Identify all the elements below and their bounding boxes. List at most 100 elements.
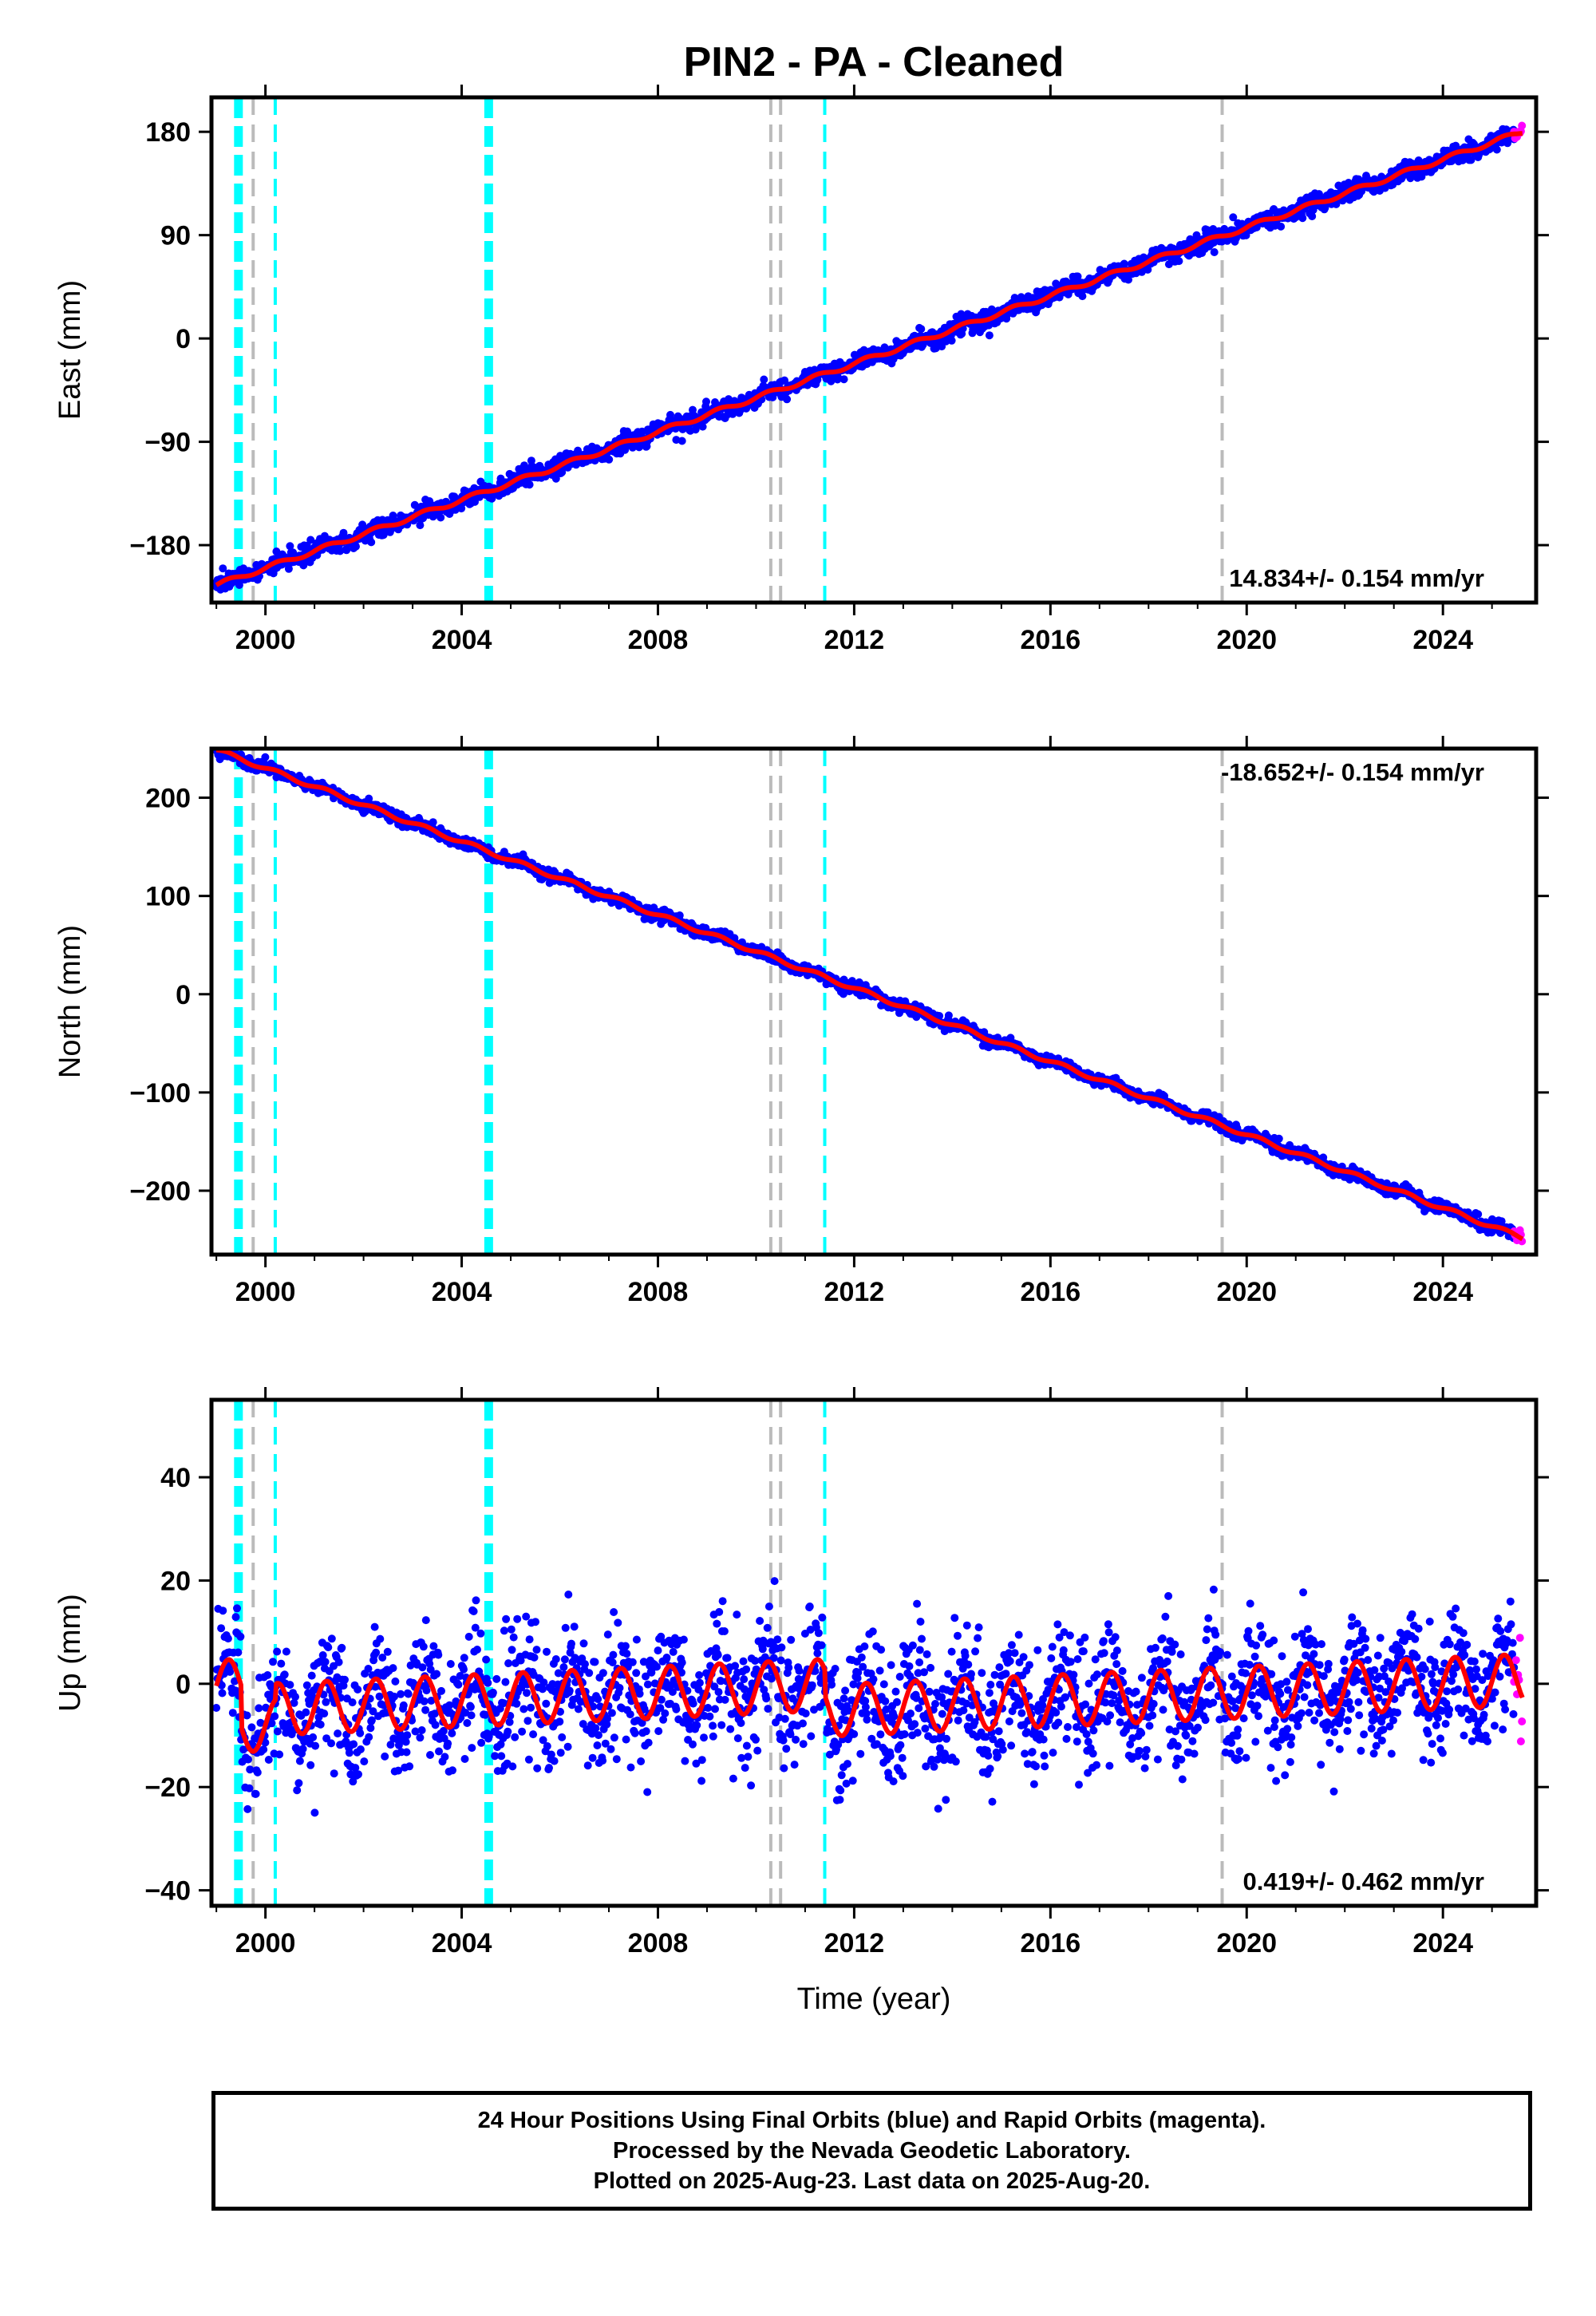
x-tick-label: 2012 [824,625,885,655]
data-point [342,546,351,555]
data-point [1492,145,1501,154]
x-tick-label: 2024 [1412,1277,1473,1307]
y-axis-label: North (mm) [53,925,87,1078]
data-point [334,1658,343,1666]
panels: 2000 2004 2008 2012 2016 2020 2024−180−9009018… [53,85,1549,1958]
data-point [324,1643,333,1652]
data-point [1144,265,1152,274]
data-point [354,1686,362,1694]
data-point [354,1770,362,1779]
data-point [264,1756,273,1764]
event-lines [234,97,1224,603]
data-point [269,1658,277,1666]
data-point [275,1750,284,1759]
data-point [418,1663,427,1672]
data-point [321,1658,330,1666]
data-point [245,1784,254,1792]
data-point [434,1650,443,1659]
data-point [437,1686,445,1695]
data-point [263,1671,272,1679]
data-point [286,542,294,551]
data-point [348,1698,357,1707]
data-point [448,1766,456,1775]
data-point [219,1607,227,1615]
data-point [426,1751,434,1759]
data-point [935,1012,944,1020]
data-point [1277,222,1286,231]
data-point [251,1789,260,1798]
data-point [309,1733,318,1741]
panel-1: 2000 2004 2008 2012 2016 2020 2024−180−9009018… [53,85,1549,655]
data-point [356,1729,365,1737]
data-point [234,1648,243,1657]
data-point [286,1681,294,1690]
data-point [783,395,792,404]
data-point [431,1721,440,1729]
data-point [302,1708,310,1717]
data-point [345,1749,354,1757]
y-tick-label: 0 [176,324,191,354]
data-point [376,1634,385,1643]
data-point [488,494,496,503]
data-point [429,818,437,827]
data-point [419,1642,428,1651]
x-tick-label: 2000 [235,1277,296,1307]
data-point [322,1697,330,1706]
data-point [327,1739,335,1748]
rate-label: -18.652+/- 0.154 mm/yr [1221,758,1484,786]
data-point [698,422,707,431]
data-point [295,1757,304,1765]
data-point [306,1761,315,1769]
data-point [259,1745,268,1754]
data-point [271,1712,279,1721]
data-point [311,1741,320,1750]
data-point [261,753,270,761]
data-point [282,1647,290,1656]
data-point [605,455,614,464]
data-point [525,480,534,489]
plot-frame [209,95,1539,605]
data-point [253,1768,262,1777]
data-point [397,1690,405,1698]
data-point [947,336,956,345]
x-tick-label: 2004 [432,1277,492,1307]
x-tick-label: 2008 [628,625,689,655]
data-point [334,1729,342,1738]
data-point [702,397,710,406]
data-point [233,1604,241,1613]
data-point [1467,156,1476,164]
data-point [356,1745,365,1753]
data-point [401,1737,410,1746]
data-point [402,1748,411,1757]
data-point [370,1622,379,1631]
data-point [1474,1210,1483,1219]
data-point [689,405,697,414]
y-tick-label: 90 [160,221,191,251]
figure-title: PIN2 - PA - Cleaned [684,39,1065,85]
x-tick-label: 2004 [432,625,492,655]
data-point [219,564,227,573]
y-tick-label: 180 [145,117,191,148]
data-point [243,1804,252,1813]
data-point [310,1808,319,1817]
data-point [1210,248,1219,256]
x-tick-label: 2024 [1412,625,1473,655]
data-point [1229,213,1238,222]
data-point [223,1634,232,1643]
y-axis-label: East (mm) [53,280,87,420]
data-point [350,1740,358,1749]
data-point [367,538,376,547]
data-point [1175,257,1183,266]
data-point [1308,212,1317,220]
data-point [446,1660,455,1668]
panel-2: 2000 2004 2008 2012 2016 2020 2024−200−1000100… [53,736,1549,1307]
data-point [917,325,926,334]
data-point [284,564,293,573]
x-tick-label: 2008 [628,1277,689,1307]
data-point [399,1701,408,1709]
data-point [448,1729,456,1737]
data-point [365,794,373,803]
data-point [839,375,848,384]
data-point [212,1704,221,1712]
